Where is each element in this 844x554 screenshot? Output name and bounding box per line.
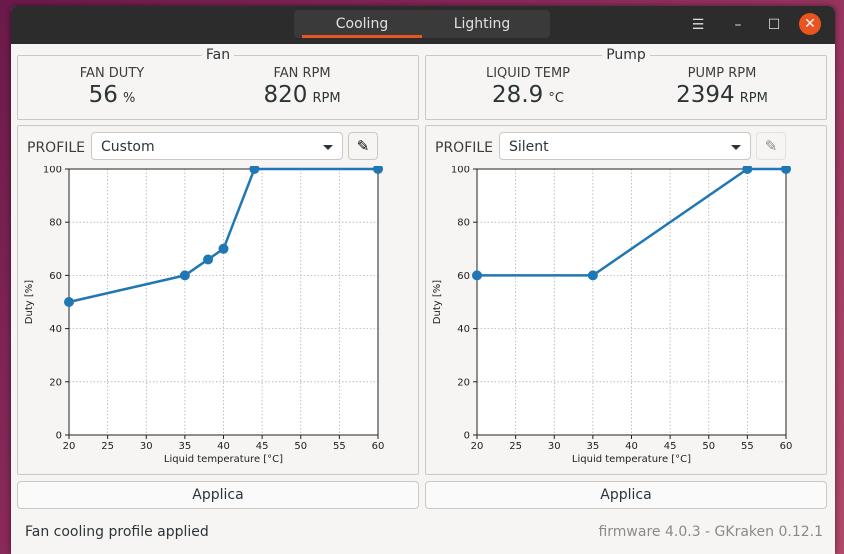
fan-profile-label: PROFILE [27, 140, 86, 156]
fan-profile-panel: PROFILE Custom ✎ 20 25 30 35 40 45 50 55 60 0 20 40… [17, 125, 419, 475]
pump-frame: Pump LIQUID TEMP 28.9 °C PUMP RPM 2394 R… [425, 47, 827, 120]
pump-rpm-stat: PUMP RPM 2394 RPM [632, 66, 812, 109]
x-tick-label: 45 [664, 441, 677, 452]
x-tick-label: 45 [256, 441, 269, 452]
x-tick-label: 35 [179, 441, 192, 452]
x-tick-label: 30 [548, 441, 561, 452]
series-line [68, 167, 378, 304]
minimize-icon[interactable]: – [734, 17, 742, 33]
y-tick-label: 80 [457, 218, 470, 229]
pencil-icon: ✎ [356, 137, 370, 155]
header-bar: Cooling Lighting ☰ – ☐ ✕ [11, 6, 835, 44]
pump-rpm-label: PUMP RPM [687, 66, 757, 81]
menu-icon[interactable]: ☰ [691, 17, 705, 33]
main-content: Fan FAN DUTY 56 % FAN RPM 820 RPM Pump L… [11, 44, 835, 554]
fan-frame-title: Fan [201, 47, 235, 63]
pump-rpm-value: 2394 [676, 82, 735, 108]
fan-apply-button[interactable]: Applica [17, 481, 419, 509]
x-tick-label: 20 [63, 441, 76, 452]
x-tick-label: 25 [509, 441, 522, 452]
fan-frame: Fan FAN DUTY 56 % FAN RPM 820 RPM [17, 47, 419, 120]
y-tick-label: 40 [49, 324, 62, 335]
data-point[interactable] [249, 166, 260, 174]
app-window: Cooling Lighting ☰ – ☐ ✕ Fan FAN DUTY 56… [11, 6, 835, 554]
y-tick-label: 60 [49, 271, 62, 282]
y-tick-label: 100 [43, 166, 62, 176]
y-tick-label: 0 [464, 431, 470, 442]
x-tick-label: 40 [217, 441, 230, 452]
y-axis-label: Duty [%] [432, 280, 443, 324]
y-tick-label: 0 [56, 431, 62, 442]
pump-edit-button[interactable]: ✎ [756, 132, 786, 160]
fan-duty-stat: FAN DUTY 56 % [22, 66, 202, 109]
close-icon[interactable]: ✕ [799, 13, 821, 35]
fan-rpm-value: 820 [263, 82, 308, 108]
pencil-icon: ✎ [764, 137, 778, 155]
pump-profile-label: PROFILE [435, 140, 494, 156]
x-axis-label: Liquid temperature [°C] [572, 454, 691, 465]
chevron-down-icon [731, 145, 741, 150]
pump-profile-select[interactable]: Silent [499, 132, 751, 160]
fan-duty-label: FAN DUTY [79, 66, 145, 81]
y-tick-label: 100 [451, 166, 470, 176]
pump-rpm-unit: RPM [739, 91, 768, 106]
x-tick-label: 50 [294, 441, 307, 452]
x-tick-label: 40 [625, 441, 638, 452]
x-tick-label: 60 [780, 441, 793, 452]
fan-profile-selected: Custom [101, 139, 155, 155]
series-line [477, 167, 786, 277]
fan-profile-select[interactable]: Custom [91, 132, 343, 160]
x-tick-label: 50 [702, 441, 715, 452]
x-tick-label: 55 [741, 441, 754, 452]
pump-frame-title: Pump [602, 47, 650, 63]
fan-rpm-unit: RPM [312, 91, 341, 106]
data-point[interactable] [781, 166, 791, 174]
liquid-temp-stat: LIQUID TEMP 28.9 °C [438, 66, 618, 109]
x-tick-label: 55 [333, 441, 346, 452]
pump-profile-selected: Silent [509, 139, 549, 155]
data-point[interactable] [587, 270, 598, 281]
data-point[interactable] [203, 254, 214, 265]
version-label: firmware 4.0.3 - GKraken 0.12.1 [598, 524, 823, 540]
chevron-down-icon [323, 145, 333, 150]
x-tick-label: 35 [587, 441, 600, 452]
x-tick-label: 20 [471, 441, 484, 452]
maximize-icon[interactable]: ☐ [767, 17, 781, 33]
liquid-temp-value: 28.9 [492, 82, 544, 108]
x-axis-label: Liquid temperature [°C] [164, 454, 283, 465]
pump-profile-panel: PROFILE Silent ✎ 20 25 30 35 40 45 50 55 60 0 20 40… [425, 125, 827, 475]
tab-lighting[interactable]: Lighting [453, 16, 511, 32]
fan-duty-value: 56 [88, 82, 118, 108]
y-tick-label: 20 [457, 377, 470, 388]
fan-rpm-stat: FAN RPM 820 RPM [212, 66, 392, 109]
data-point[interactable] [179, 270, 190, 281]
liquid-temp-label: LIQUID TEMP [485, 66, 570, 81]
y-tick-label: 40 [457, 324, 470, 335]
x-tick-label: 30 [140, 441, 153, 452]
x-tick-label: 25 [101, 441, 114, 452]
y-tick-label: 20 [49, 377, 62, 388]
data-point[interactable] [472, 270, 482, 281]
data-point[interactable] [64, 297, 74, 307]
y-tick-label: 80 [49, 218, 62, 229]
pump-apply-button[interactable]: Applica [425, 481, 827, 509]
liquid-temp-unit: °C [548, 91, 564, 106]
view-switcher: Cooling Lighting [294, 10, 550, 38]
fan-duty-unit: % [123, 91, 136, 106]
data-point[interactable] [742, 166, 753, 174]
status-message: Fan cooling profile applied [25, 524, 209, 540]
tab-cooling[interactable]: Cooling [302, 10, 422, 38]
fan-edit-button[interactable]: ✎ [348, 132, 378, 160]
fan-rpm-label: FAN RPM [273, 66, 331, 81]
data-point[interactable] [373, 166, 383, 174]
x-tick-label: 60 [372, 441, 385, 452]
y-axis-label: Duty [%] [24, 280, 35, 324]
y-tick-label: 60 [457, 271, 470, 282]
data-point[interactable] [218, 243, 229, 254]
